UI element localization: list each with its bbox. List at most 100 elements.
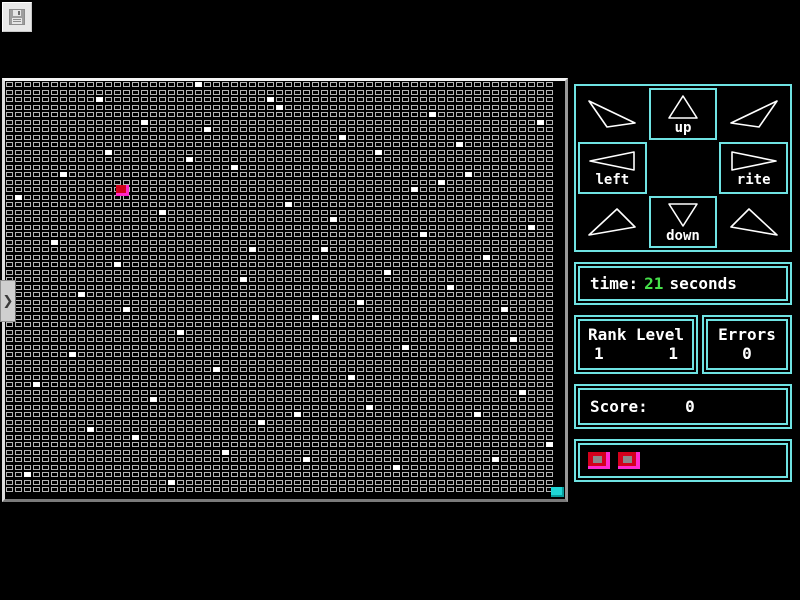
maze-cell	[230, 149, 239, 157]
maze-cell	[59, 269, 68, 277]
pad-up[interactable]: up	[648, 88, 718, 140]
pad-up-right[interactable]	[719, 88, 788, 140]
maze-cell	[383, 344, 392, 352]
maze-cell	[275, 449, 284, 457]
maze-cell	[257, 479, 266, 487]
maze-cell	[329, 449, 338, 457]
maze-cell	[446, 366, 455, 374]
maze-cell	[356, 284, 365, 292]
maze-cell	[428, 269, 437, 277]
maze-cell	[275, 314, 284, 322]
maze-cell	[545, 134, 554, 142]
maze-cell	[104, 486, 113, 494]
maze-cell	[14, 374, 23, 382]
maze-cell	[536, 164, 545, 172]
maze-cell	[518, 261, 527, 269]
maze-cell	[356, 426, 365, 434]
maze-cell	[5, 449, 14, 457]
maze-cell	[59, 149, 68, 157]
maze-cell	[392, 381, 401, 389]
maze-cell	[419, 449, 428, 457]
pad-down-right[interactable]	[719, 196, 788, 248]
maze-cell	[284, 111, 293, 119]
maze-cell	[419, 284, 428, 292]
maze-cell	[158, 254, 167, 262]
maze-cell	[311, 449, 320, 457]
maze-board[interactable]	[5, 81, 565, 499]
drawer-toggle-handle[interactable]: ❯	[0, 280, 16, 322]
maze-cell	[356, 216, 365, 224]
maze-cell	[221, 419, 230, 427]
maze-cell	[68, 336, 77, 344]
pad-down-left[interactable]	[578, 196, 647, 248]
maze-cell	[77, 126, 86, 134]
maze-cell	[356, 314, 365, 322]
maze-cell	[428, 96, 437, 104]
maze-cell	[428, 336, 437, 344]
maze-cell	[509, 441, 518, 449]
pad-rite[interactable]: rite	[719, 142, 788, 194]
maze-cell	[527, 104, 536, 112]
maze-cell	[239, 156, 248, 164]
maze-cell	[266, 344, 275, 352]
maze-cell	[248, 336, 257, 344]
maze-cell	[239, 366, 248, 374]
maze-cell	[437, 104, 446, 112]
maze-cell	[518, 404, 527, 412]
maze-cell	[59, 449, 68, 457]
maze-cell	[338, 381, 347, 389]
maze-cell	[410, 81, 419, 89]
maze-cell	[140, 126, 149, 134]
maze-cell	[275, 456, 284, 464]
maze-cell	[446, 224, 455, 232]
pad-center[interactable]	[648, 142, 718, 194]
pad-down[interactable]: down	[648, 196, 718, 248]
maze-cell	[338, 404, 347, 412]
maze-cell	[41, 216, 50, 224]
maze-cell	[302, 426, 311, 434]
maze-cell	[347, 119, 356, 127]
maze-cell	[140, 134, 149, 142]
maze-cell	[536, 81, 545, 89]
maze-cell	[257, 411, 266, 419]
maze-cell	[149, 374, 158, 382]
maze-cell	[248, 404, 257, 412]
maze-cell	[338, 449, 347, 457]
maze-cell	[194, 209, 203, 217]
maze-cell	[482, 216, 491, 224]
maze-cell	[248, 111, 257, 119]
maze-cell	[50, 479, 59, 487]
maze-cell	[320, 426, 329, 434]
maze-cell	[212, 119, 221, 127]
maze-cell	[428, 171, 437, 179]
maze-cell	[383, 179, 392, 187]
maze-cell	[284, 374, 293, 382]
maze-cell	[455, 441, 464, 449]
maze-cell	[257, 329, 266, 337]
maze-cell	[491, 291, 500, 299]
maze-cell	[266, 321, 275, 329]
maze-cell	[482, 449, 491, 457]
save-button[interactable]	[2, 2, 32, 32]
maze-cell	[464, 134, 473, 142]
maze-cell	[221, 104, 230, 112]
maze-cell	[455, 419, 464, 427]
maze-cell	[230, 284, 239, 292]
maze-cell	[221, 404, 230, 412]
maze-cell	[356, 194, 365, 202]
maze-cell	[68, 261, 77, 269]
maze-cell	[446, 209, 455, 217]
maze-cell	[374, 299, 383, 307]
maze-cell	[338, 156, 347, 164]
maze-cell	[158, 306, 167, 314]
maze-cell	[59, 306, 68, 314]
pad-up-left[interactable]	[578, 88, 647, 140]
maze-cell	[356, 209, 365, 217]
maze-cell	[194, 486, 203, 494]
maze-cell	[446, 149, 455, 157]
pad-left[interactable]: left	[578, 142, 647, 194]
maze-cell	[266, 104, 275, 112]
maze-cell	[275, 411, 284, 419]
maze-cell	[518, 104, 527, 112]
maze-cell	[401, 359, 410, 367]
